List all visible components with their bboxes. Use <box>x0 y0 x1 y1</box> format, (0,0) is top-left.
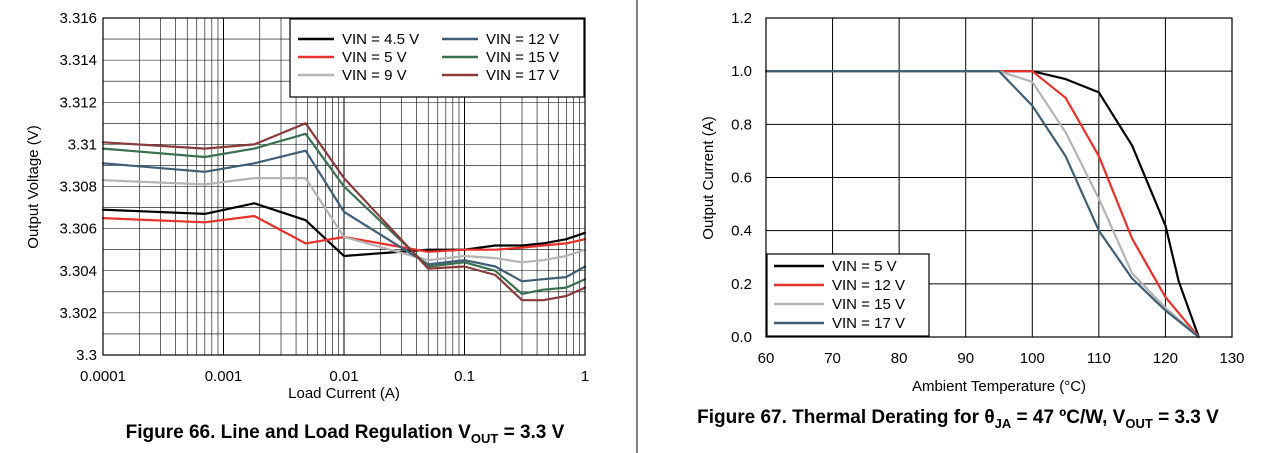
chart1-x-tick-label: 0.001 <box>205 368 243 385</box>
chart2-legend-label: VIN = 5 V <box>832 258 897 275</box>
chart1-x-tick-label: 0.0001 <box>80 368 126 385</box>
chart1-legend-label: VIN = 5 V <box>342 49 407 66</box>
chart1-y-tick-label: 3.308 <box>59 179 97 196</box>
chart2-caption-tail2: = 3.3 V <box>1153 407 1219 428</box>
chart2-plot-frame <box>765 17 1233 338</box>
chart2-legend-label: VIN = 15 V <box>832 296 905 313</box>
chart2-x-tick-label: 130 <box>1219 350 1244 367</box>
chart1-y-tick-label: 3.306 <box>59 221 97 238</box>
chart2-y-tick-label: 0.2 <box>731 276 752 293</box>
chart1-x-tick-label: 0.01 <box>329 368 358 385</box>
chart2-y-tick-label: 0.8 <box>731 116 752 133</box>
chart1-plot-frame <box>102 17 586 356</box>
chart2-x-tick-label: 120 <box>1153 350 1178 367</box>
chart2-y-axis-label: Output Current (A) <box>700 116 717 239</box>
chart1-x-axis-label: Load Current (A) <box>288 385 400 402</box>
chart2-x-axis-label: Ambient Temperature (°C) <box>912 378 1086 395</box>
chart2-tick-labels: 60 70 80 90 100 110 120 130 0.0 0.2 0.4 0.6 0.8 1.0 1.… <box>731 10 1244 367</box>
chart2-caption: Figure 67. Thermal Derating for θJA = 47… <box>697 407 1219 431</box>
chart2-y-tick-label: 1.2 <box>731 10 752 27</box>
chart1-y-axis-label: Output Voltage (V) <box>25 125 42 248</box>
chart1-caption-sub: OUT <box>471 431 499 446</box>
chart1-legend-label: VIN = 17 V <box>486 67 559 84</box>
chart1-y-tick-label: 3.302 <box>59 305 97 322</box>
chart2-legend-label: VIN = 17 V <box>832 315 905 332</box>
chart1-caption: Figure 66. Line and Load Regulation VOUT… <box>126 422 565 446</box>
chart1-legend-box <box>289 18 585 98</box>
chart2-series <box>764 70 1200 339</box>
chart1-y-tick-label: 3.31 <box>68 136 97 153</box>
chart1-series-line <box>101 122 587 302</box>
chart1-legend-label: VIN = 12 V <box>486 31 559 48</box>
chart1-y-tick-label: 3.3 <box>76 347 97 364</box>
chart2-x-tick-label: 80 <box>891 350 908 367</box>
chart2-caption-main: Figure 67. Thermal Derating for θ <box>697 407 994 428</box>
chart1-series <box>101 122 587 302</box>
chart1-series-line <box>101 132 587 295</box>
chart1-legend-label: VIN = 9 V <box>342 67 407 84</box>
chart2-y-tick-label: 0.0 <box>731 329 752 346</box>
chart1-caption-main: Figure 66. Line and Load Regulation V <box>126 422 472 443</box>
chart1-legend-label: VIN = 15 V <box>486 49 559 66</box>
chart1-x-tick-label: 1 <box>581 368 589 385</box>
chart2-legend-label: VIN = 12 V <box>832 277 905 294</box>
chart2-x-tick-label: 110 <box>1087 350 1111 367</box>
chart1-series-line <box>101 214 587 253</box>
chart-thermal-derating: 60 70 80 90 100 110 120 130 0.0 0.2 0.4 0.6 0.8 1.0 1.… <box>697 10 1244 431</box>
chart2-series-line <box>764 70 1200 339</box>
chart1-x-tick-label: 0.1 <box>454 368 475 385</box>
chart2-caption-tail: = 47 ºC/W, V <box>1011 407 1125 428</box>
chart1-legend-label: VIN = 4.5 V <box>342 31 419 48</box>
chart1-y-tick-label: 3.304 <box>59 263 97 280</box>
chart2-y-tick-label: 0.4 <box>731 223 752 240</box>
chart-line-load-regulation: 0.0001 0.001 0.01 0.1 1 3.3 3.302 3.304 3.306 3.3… <box>25 10 589 446</box>
chart2-x-tick-label: 100 <box>1020 350 1045 367</box>
chart2-series-line <box>764 70 1200 339</box>
chart2-x-tick-label: 70 <box>824 350 841 367</box>
chart2-y-tick-label: 0.6 <box>731 170 752 187</box>
chart1-series-line <box>101 177 587 264</box>
chart2-series-line <box>764 70 1200 339</box>
chart2-legend: VIN = 5 V VIN = 12 V VIN = 15 V VIN = 17 V <box>766 253 930 337</box>
chart1-series-line <box>101 149 587 283</box>
chart2-x-tick-label: 60 <box>758 350 775 367</box>
chart2-caption-sub: JA <box>995 416 1012 431</box>
chart2-caption-sub2: OUT <box>1125 416 1153 431</box>
chart1-y-tick-label: 3.312 <box>59 94 97 111</box>
chart1-caption-tail: = 3.3 V <box>498 422 564 443</box>
chart1-y-tick-label: 3.314 <box>59 52 97 69</box>
chart2-y-tick-label: 1.0 <box>731 63 752 80</box>
chart1-tick-labels: 0.0001 0.001 0.01 0.1 1 3.3 3.302 3.304 3.306 3.3… <box>59 10 589 385</box>
chart1-y-tick-label: 3.316 <box>59 10 97 27</box>
chart2-x-tick-label: 90 <box>957 350 974 367</box>
